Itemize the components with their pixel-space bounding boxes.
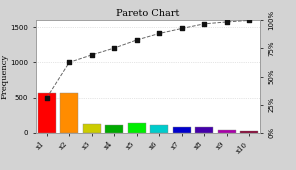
Point	[44, 96, 49, 99]
Bar	[218, 131, 236, 133]
Bar	[105, 125, 123, 133]
Point	[202, 22, 207, 25]
Point	[179, 27, 184, 30]
Point	[89, 54, 94, 56]
Point	[112, 47, 117, 49]
Title: Pareto Chart: Pareto Chart	[116, 9, 180, 18]
Bar	[83, 124, 101, 133]
Bar	[240, 131, 258, 133]
Point	[134, 39, 139, 41]
Point	[157, 32, 162, 35]
Y-axis label: Frequency: Frequency	[1, 54, 9, 99]
Point	[247, 19, 252, 22]
Bar	[60, 93, 78, 133]
Point	[67, 61, 72, 64]
Bar	[38, 93, 56, 133]
Bar	[150, 125, 168, 133]
Point	[224, 21, 229, 23]
Bar	[128, 123, 146, 133]
Bar	[173, 127, 191, 133]
Bar	[195, 127, 213, 133]
